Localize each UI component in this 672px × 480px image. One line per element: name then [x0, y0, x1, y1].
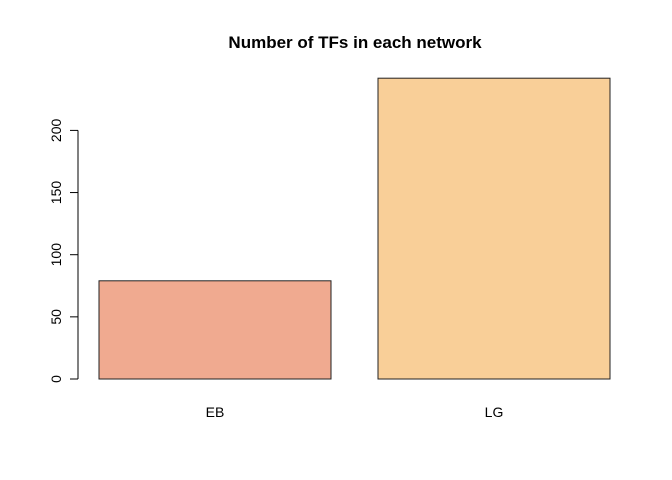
x-tick-label-eb: EB — [206, 404, 225, 420]
y-tick-label: 50 — [48, 309, 64, 325]
y-axis: 0 50 100 150 200 — [48, 119, 79, 383]
y-tick-label: 200 — [48, 119, 64, 143]
y-tick-label: 0 — [48, 375, 64, 383]
y-tick-label: 150 — [48, 181, 64, 205]
y-tick-label: 100 — [48, 243, 64, 267]
bar-lg — [377, 77, 611, 380]
x-tick-label-lg: LG — [485, 404, 504, 420]
x-tick-labels: EB LG — [206, 404, 504, 420]
bar-eb — [98, 280, 332, 380]
bars-group — [98, 77, 611, 380]
chart-title: Number of TFs in each network — [228, 33, 482, 52]
